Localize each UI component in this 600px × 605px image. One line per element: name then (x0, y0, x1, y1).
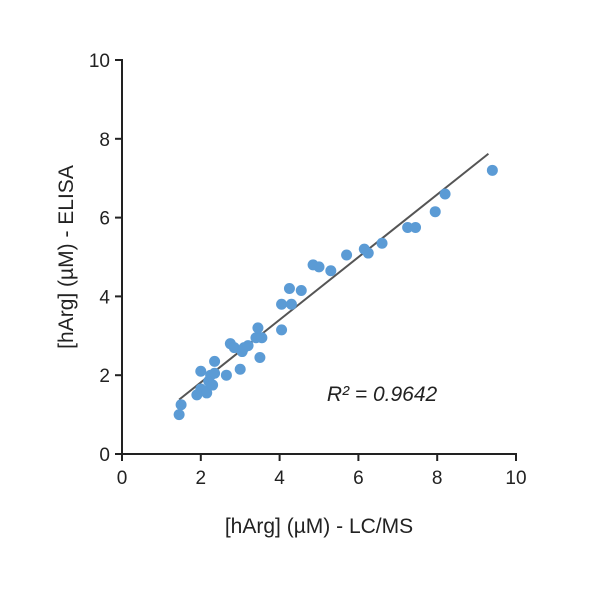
x-tick-label: 0 (117, 468, 128, 489)
y-tick-label: 10 (89, 51, 110, 72)
data-point (276, 298, 288, 310)
y-axis-title: [hArg] (µM) - ELISA (55, 165, 78, 349)
data-point (486, 164, 498, 176)
data-point (195, 365, 207, 377)
data-point (429, 206, 441, 218)
data-point (175, 399, 187, 411)
data-point (325, 265, 337, 277)
data-point (209, 367, 221, 379)
regression-line-group (178, 152, 490, 401)
data-point (295, 284, 307, 296)
data-point (254, 351, 266, 363)
y-tick-label: 0 (99, 445, 110, 466)
x-tick-label: 6 (353, 468, 364, 489)
data-point (376, 237, 388, 249)
x-tick-label: 2 (196, 468, 207, 489)
data-point (252, 322, 264, 334)
data-point (201, 387, 213, 399)
data-point (362, 247, 374, 259)
data-point (283, 283, 295, 295)
data-point (242, 340, 254, 352)
data-point (285, 298, 297, 310)
y-tick-label: 6 (99, 209, 110, 230)
x-axis-title: [hArg] (µM) - LC/MS (225, 515, 413, 538)
data-point (256, 332, 268, 344)
axes (115, 59, 517, 461)
data-point (220, 369, 232, 381)
regression-line (178, 152, 490, 401)
data-point (234, 363, 246, 375)
y-tick-label: 4 (99, 287, 110, 308)
data-point (402, 221, 414, 233)
data-point (313, 261, 325, 273)
r-squared-annotation: R² = 0.9642 (327, 383, 438, 406)
data-point (410, 221, 422, 233)
data-point (439, 188, 451, 200)
x-tick-label: 4 (274, 468, 285, 489)
data-point (173, 409, 185, 421)
y-tick-label: 8 (99, 130, 110, 151)
data-point (276, 324, 288, 336)
x-tick-label: 8 (432, 468, 443, 489)
data-points (173, 164, 498, 421)
data-point (207, 379, 219, 391)
y-tick-label: 2 (99, 366, 110, 387)
x-tick-label: 10 (505, 468, 526, 489)
data-point (341, 249, 353, 261)
data-point (209, 355, 221, 367)
tick-labels: 0 2 4 6 8 10 0 2 4 6 8 10 (89, 51, 527, 489)
